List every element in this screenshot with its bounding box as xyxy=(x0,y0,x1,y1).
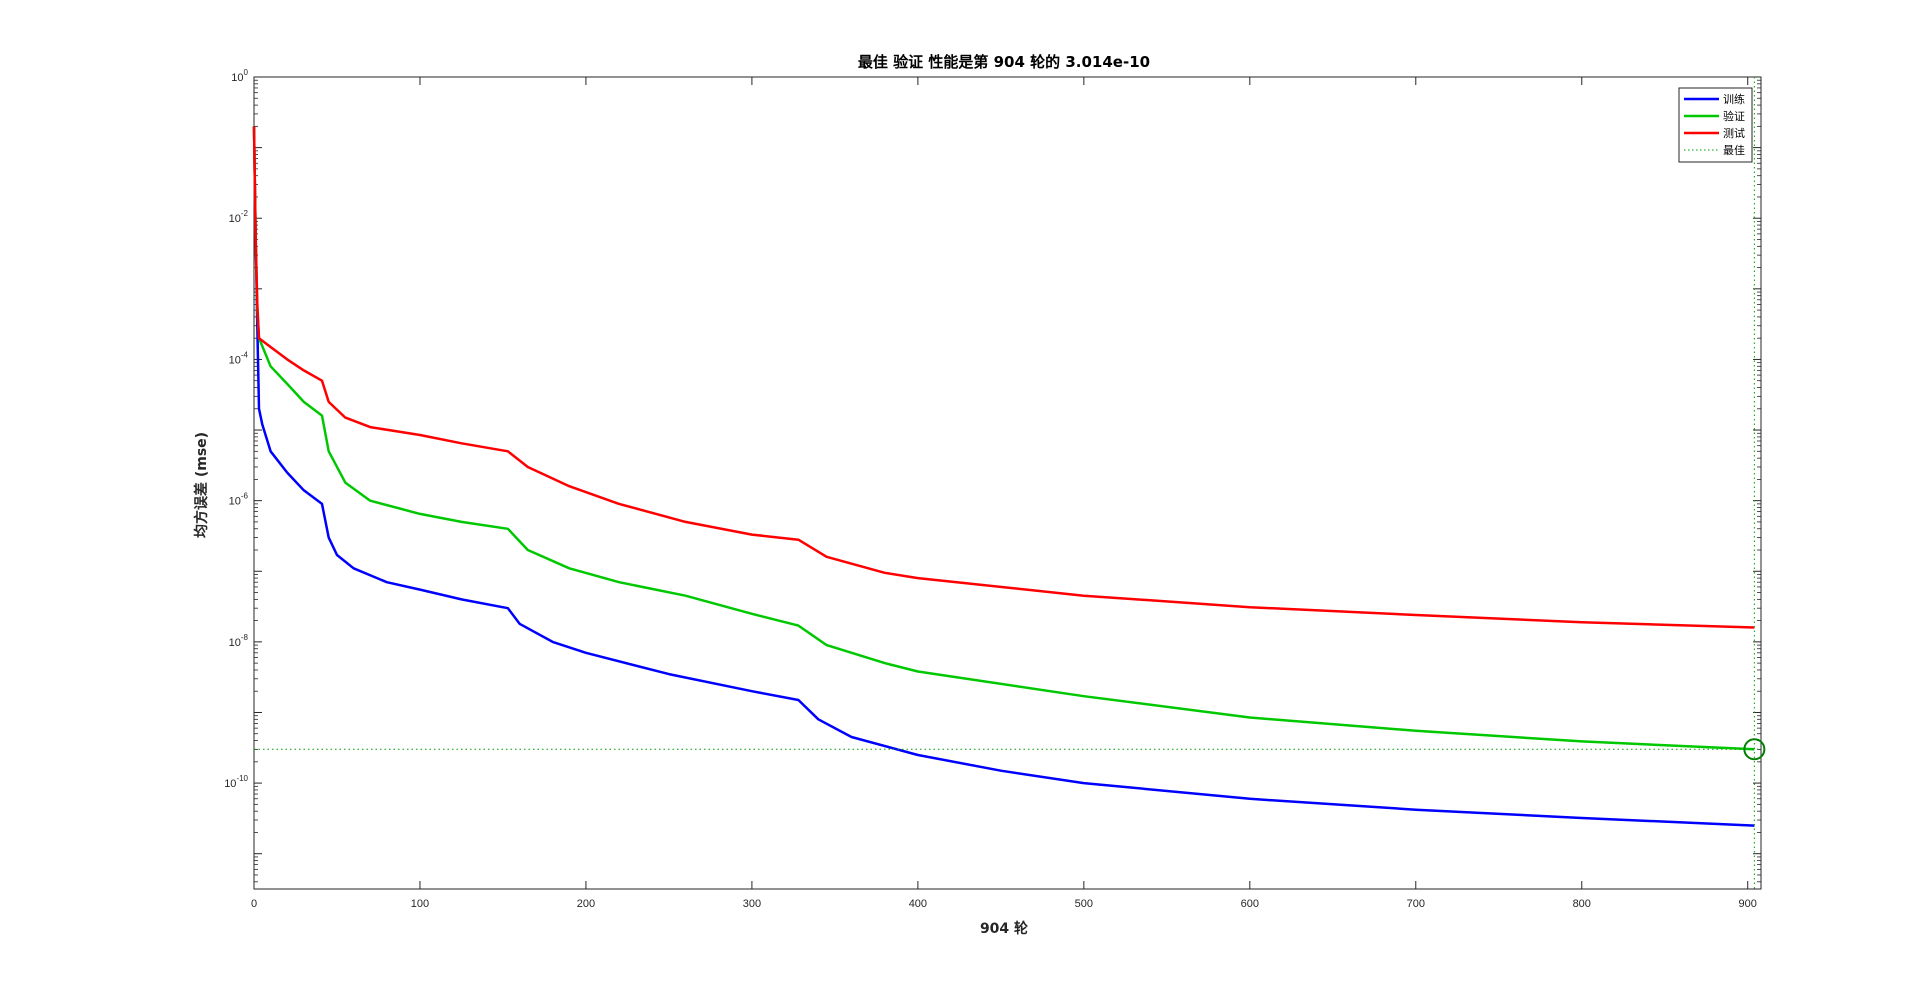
tick-marks xyxy=(253,76,1761,889)
y-tick-label: 10-2 xyxy=(229,209,249,225)
y-axis-label: 均方误差 (mse) xyxy=(193,432,210,538)
x-tick-label: 0 xyxy=(251,898,257,910)
x-tick-label: 400 xyxy=(909,898,927,910)
x-tick-labels: 0 100 200 300 400 500 600 700 800 900 xyxy=(251,898,1757,910)
y-tick-label: 10-8 xyxy=(229,633,249,649)
legend-box xyxy=(1678,87,1753,163)
y-tick-label: 10-10 xyxy=(224,774,248,790)
y-tick-label: 100 xyxy=(231,68,248,84)
x-tick-label: 900 xyxy=(1739,898,1757,910)
x-tick-label: 300 xyxy=(743,898,761,910)
x-tick-label: 100 xyxy=(411,898,429,910)
x-tick-label: 500 xyxy=(1075,898,1093,910)
plot-area xyxy=(253,76,1762,890)
legend-label: 验证 xyxy=(1723,109,1745,123)
best-marker-layer xyxy=(254,77,1766,889)
y-tick-labels: 100 10-2 10-4 10-6 10-8 10-10 xyxy=(224,68,248,790)
x-tick-label: 200 xyxy=(577,898,595,910)
series-line-1 xyxy=(252,126,1755,751)
best-marker-circle xyxy=(1743,738,1766,761)
legend-label: 训练 xyxy=(1723,92,1745,106)
x-tick-label: 800 xyxy=(1573,898,1591,910)
y-tick-label: 10-6 xyxy=(229,492,249,508)
legend-label: 测试 xyxy=(1723,127,1745,140)
y-tick-label: 10-4 xyxy=(229,350,249,366)
chart-title: 最佳 验证 性能是第 904 轮的 3.014e-10 xyxy=(858,53,1150,71)
series-line-0 xyxy=(252,126,1755,827)
x-tick-label: 700 xyxy=(1407,898,1425,910)
series-layer xyxy=(252,126,1755,827)
series-line-2 xyxy=(252,126,1755,629)
legend-label: 最佳 xyxy=(1723,143,1745,157)
x-axis-label: 904 轮 xyxy=(980,920,1028,937)
x-tick-label: 600 xyxy=(1241,898,1259,910)
